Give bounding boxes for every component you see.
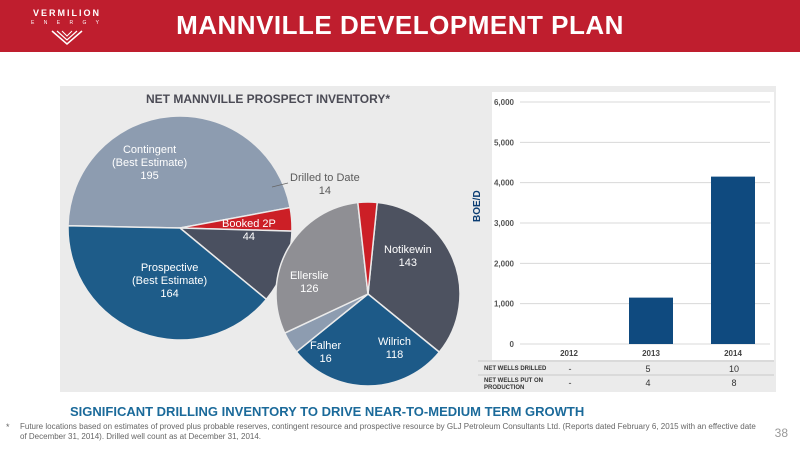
bar-y-tick-label: 0 <box>510 340 515 349</box>
table-cell: - <box>568 364 572 374</box>
pie2-label-ellerslie: Ellerslie 126 <box>290 270 329 296</box>
bar-2014 <box>711 176 755 344</box>
pie-slice-contingent <box>67 115 291 229</box>
pie-label-drilled: Drilled to Date 14 <box>290 172 360 198</box>
pie2-label-falher: Falher 16 <box>310 340 341 366</box>
pie-label-prospective-line2: (Best Estimate) <box>132 275 208 287</box>
header-banner: VERMILION E N E R G Y MANNVILLE DEVELOPM… <box>0 0 800 52</box>
bar-2013 <box>629 297 673 344</box>
page-number: 38 <box>774 426 788 440</box>
logo-subtext: E N E R G Y <box>31 20 103 26</box>
table-cell: 8 <box>731 378 737 388</box>
pie2-slice-notikewin <box>367 201 461 354</box>
bar-x-tick-label: 2013 <box>642 349 660 358</box>
table-row-label: NET WELLS DRILLED <box>484 366 547 372</box>
bar-y-tick-label: 6,000 <box>494 98 515 107</box>
pie2-label-ellerslie-value: 126 <box>300 283 319 295</box>
pie-label-booked: Booked 2P 44 <box>222 218 276 244</box>
bar-y-tick-label: 2,000 <box>494 259 515 268</box>
pie2-label-notikewin-value: 143 <box>398 257 418 269</box>
pie2-label-wilrich: Wilrich 118 <box>378 336 411 362</box>
table-cell: 4 <box>645 378 651 388</box>
vermilion-logo[interactable]: VERMILION E N E R G Y <box>12 4 122 48</box>
pie2-slice-ellerslie <box>275 201 369 335</box>
pie2-label-ellerslie-name: Ellerslie <box>290 270 329 282</box>
pie-label-prospective: Prospective (Best Estimate) 164 <box>132 262 207 301</box>
pie-chart-title: NET MANNVILLE PROSPECT INVENTORY* <box>146 92 391 106</box>
bar-y-tick-label: 5,000 <box>494 138 515 147</box>
footnote-star: * <box>6 422 10 432</box>
pie2-label-wilrich-name: Wilrich <box>378 336 411 348</box>
bar-y-tick-label: 1,000 <box>494 300 515 309</box>
pie-label-drilled-line1: Drilled to Date <box>290 172 360 184</box>
bar-y-tick-label: 4,000 <box>494 179 515 188</box>
pie-label-contingent-value: 195 <box>140 170 159 182</box>
logo-text: VERMILION <box>32 8 101 18</box>
section-subtitle: SIGNIFICANT DRILLING INVENTORY TO DRIVE … <box>70 404 585 419</box>
table-row-label-line2: PRODUCTION <box>484 385 525 391</box>
pie-label-booked-line1: Booked 2P <box>222 218 276 230</box>
table-cell: 10 <box>728 364 739 374</box>
table-row: NET WELLS DRILLED - 5 10 <box>476 362 776 376</box>
bar-y-tick-label: 3,000 <box>494 219 515 228</box>
pie-label-contingent: Contingent (Best Estimate) 195 <box>112 144 187 183</box>
pie-label-booked-value: 44 <box>242 231 256 243</box>
pie2-label-falher-value: 16 <box>319 353 332 365</box>
pie-label-contingent-line1: Contingent <box>122 144 177 156</box>
pie-label-prospective-value: 164 <box>160 288 179 300</box>
pie2-slice-drilled-to-date <box>356 201 379 295</box>
pie-leader-line <box>271 182 289 188</box>
table-row: NET WELLS PUT ON PRODUCTION - 4 8 <box>476 376 776 394</box>
pie2-label-notikewin: Notikewin 143 <box>384 244 432 270</box>
pie2-label-notikewin-name: Notikewin <box>384 244 432 256</box>
table-row-label-line1: NET WELLS PUT ON <box>484 378 543 384</box>
pie-slice-prospective <box>67 224 268 341</box>
table-row-label: NET WELLS PUT ON PRODUCTION <box>484 378 543 392</box>
pie-label-prospective-line1: Prospective <box>140 262 199 274</box>
table-cell: 5 <box>645 364 651 374</box>
logo-chevron-icon <box>51 30 83 45</box>
pie2-label-wilrich-value: 118 <box>385 349 404 361</box>
pie2-label-falher-name: Falher <box>310 340 342 352</box>
pie2-slice-wilrich <box>295 293 441 387</box>
table-cell: - <box>568 378 572 388</box>
page-title: MANNVILLE DEVELOPMENT PLAN <box>176 10 624 40</box>
bar-x-tick-label: 2012 <box>560 349 578 358</box>
footnote: Future locations based on estimates of p… <box>20 422 756 441</box>
pie-label-drilled-value: 14 <box>318 185 331 197</box>
pie-label-contingent-line2: (Best Estimate) <box>112 157 188 169</box>
bar-x-tick-label: 2014 <box>724 349 742 358</box>
